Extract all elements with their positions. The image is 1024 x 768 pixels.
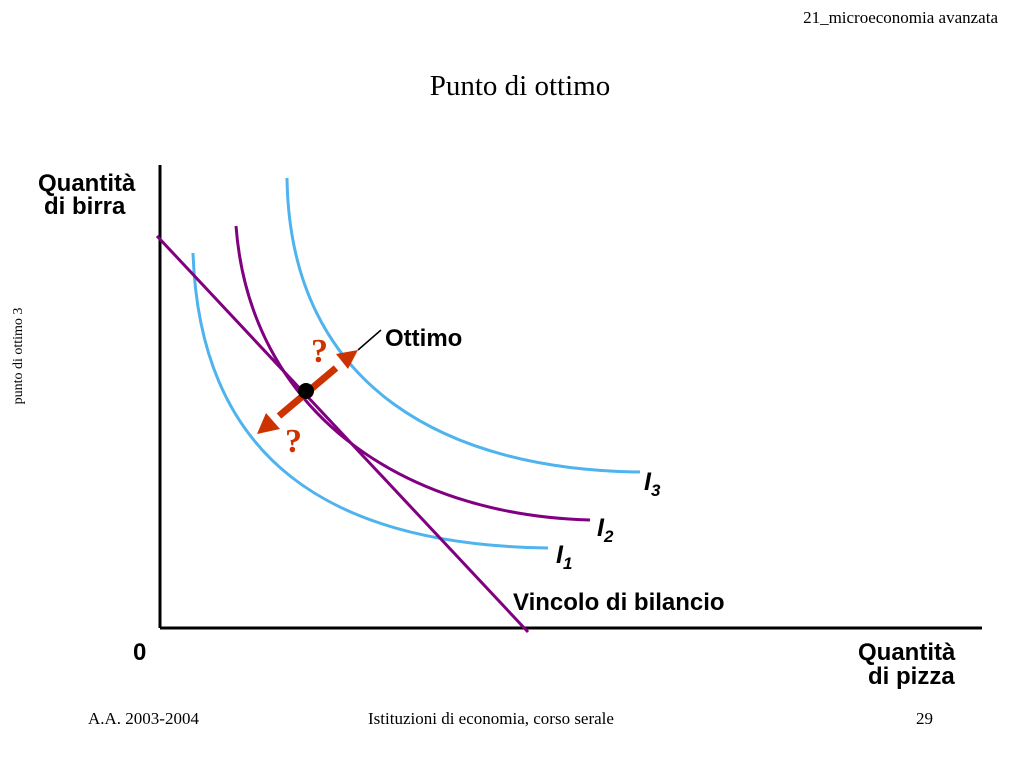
curve-label-i1-sub: 1 <box>563 554 572 573</box>
footer-academic-year: A.A. 2003-2004 <box>88 709 199 728</box>
budget-label: Vincolo di bilancio <box>513 589 725 616</box>
x-axis-label-line2: di pizza <box>868 663 955 690</box>
origin-label: 0 <box>133 639 146 666</box>
curve-label-i2-base: I <box>597 514 605 542</box>
question-mark-lower: ? <box>285 423 302 460</box>
curve-label-i2-sub: 2 <box>603 527 614 546</box>
slide-title: Punto di ottimo <box>429 70 611 102</box>
x-axis-label-line1: Quantità <box>858 639 956 666</box>
y-axis-label-line1: Quantità <box>38 170 136 197</box>
footer-course: Istituzioni di economia, corso serale <box>368 709 614 728</box>
question-mark-upper: ? <box>311 333 328 370</box>
arrow-head-up <box>336 350 358 369</box>
indifference-curve-i3 <box>285 177 641 474</box>
optimum-label: Ottimo <box>385 325 462 352</box>
course-code: 21_microeconomia avanzata <box>803 8 998 27</box>
footer-page-number: 29 <box>916 709 933 728</box>
curve-label-i3: I3 <box>644 468 661 500</box>
curve-label-i3-base: I <box>644 468 652 496</box>
indifference-curve-i1 <box>191 252 549 550</box>
arrow-head-down <box>257 413 280 434</box>
curve-label-i1-base: I <box>556 541 564 569</box>
optimum-point <box>298 383 314 399</box>
curve-label-i2: I2 <box>597 514 614 546</box>
curve-label-i1: I1 <box>556 541 572 573</box>
y-axis-label-line2: di birra <box>44 193 126 220</box>
optimum-pointer <box>357 329 382 351</box>
curve-label-i3-sub: 3 <box>651 481 661 500</box>
budget-line <box>155 234 530 634</box>
